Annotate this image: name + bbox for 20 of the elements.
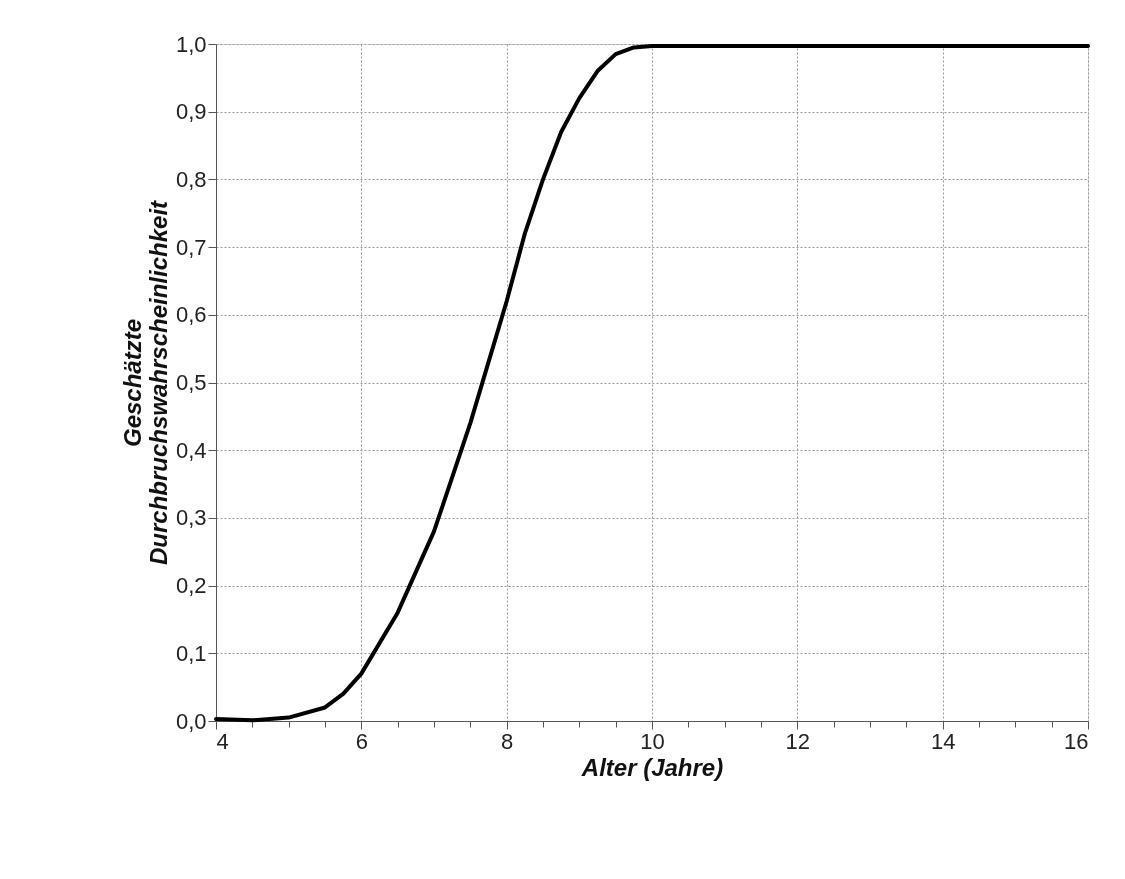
y-axis-title: Geschätzte Durchbruchswahrscheinlichkeit [118, 199, 172, 566]
y-tick-label: 0,2 [175, 573, 207, 599]
x-tick-label: 12 [785, 728, 811, 754]
y-tick-label: 0,0 [175, 708, 207, 734]
y-tick-label: 0,1 [175, 640, 207, 666]
y-tick-label: 0,7 [175, 234, 207, 260]
y-tick-label: 0,9 [175, 99, 207, 125]
x-tick-label: 16 [1064, 728, 1089, 754]
y-tick-label: 0,3 [175, 505, 207, 531]
x-axis-title: Alter (Jahre) [580, 753, 724, 781]
x-tick-label: 14 [930, 728, 956, 754]
y-tick-label: 0,5 [175, 370, 207, 395]
y-tick-label: 0,6 [175, 302, 207, 328]
x-tick-label: 10 [640, 728, 665, 754]
y-tick-label: 0,4 [175, 437, 207, 463]
y-tick-label: 0,8 [175, 166, 207, 192]
x-tick-label: 8 [501, 728, 514, 754]
x-tick-label: 6 [355, 728, 368, 754]
x-tick-label: 4 [216, 728, 229, 754]
y-tick-label: 1,0 [175, 31, 207, 57]
